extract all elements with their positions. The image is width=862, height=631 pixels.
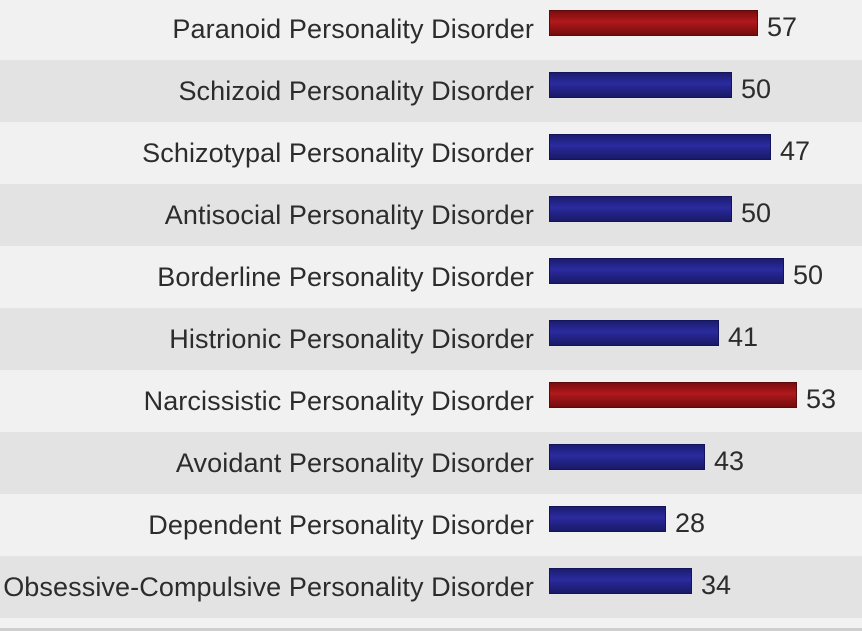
chart-row: Histrionic Personality Disorder 41 [0, 308, 862, 370]
chart-row: Borderline Personality Disorder 50 [0, 246, 862, 308]
value-label: 34 [701, 570, 732, 600]
chart-row: Paranoid Personality Disorder 57 [0, 0, 862, 60]
category-label: Obsessive-Compulsive Personality Disorde… [3, 572, 534, 602]
bar [549, 382, 797, 408]
value-label: 53 [806, 384, 837, 414]
value-label: 50 [741, 198, 772, 228]
bottom-divider [0, 628, 862, 631]
category-label: Histrionic Personality Disorder [169, 324, 534, 354]
category-label: Dependent Personality Disorder [148, 510, 534, 540]
value-label: 47 [780, 136, 811, 166]
chart-row: Antisocial Personality Disorder 50 [0, 184, 862, 246]
bar [549, 72, 732, 98]
value-label: 50 [793, 260, 824, 290]
category-label: Narcissistic Personality Disorder [143, 386, 534, 416]
bar [549, 134, 771, 160]
bar [549, 10, 758, 36]
value-label: 57 [767, 12, 798, 42]
value-label: 43 [714, 446, 745, 476]
value-label: 50 [741, 74, 772, 104]
bar [549, 506, 666, 532]
category-label: Borderline Personality Disorder [157, 262, 534, 292]
category-label: Antisocial Personality Disorder [164, 200, 534, 230]
chart-row: Avoidant Personality Disorder 43 [0, 432, 862, 494]
chart-row: Narcissistic Personality Disorder 53 [0, 370, 862, 432]
bar [549, 444, 705, 470]
chart-row: Schizoid Personality Disorder 50 [0, 60, 862, 122]
chart-row: Schizotypal Personality Disorder 47 [0, 122, 862, 184]
chart-row: Dependent Personality Disorder 28 [0, 494, 862, 556]
bar [549, 258, 784, 284]
bar [549, 568, 692, 594]
category-label: Schizotypal Personality Disorder [142, 138, 534, 168]
bar [549, 320, 719, 346]
category-label: Avoidant Personality Disorder [175, 448, 534, 478]
chart-row: Obsessive-Compulsive Personality Disorde… [0, 556, 862, 618]
category-label: Schizoid Personality Disorder [178, 76, 534, 106]
value-label: 28 [675, 508, 706, 538]
value-label: 41 [728, 322, 759, 352]
category-label: Paranoid Personality Disorder [172, 14, 534, 44]
bar [549, 196, 732, 222]
